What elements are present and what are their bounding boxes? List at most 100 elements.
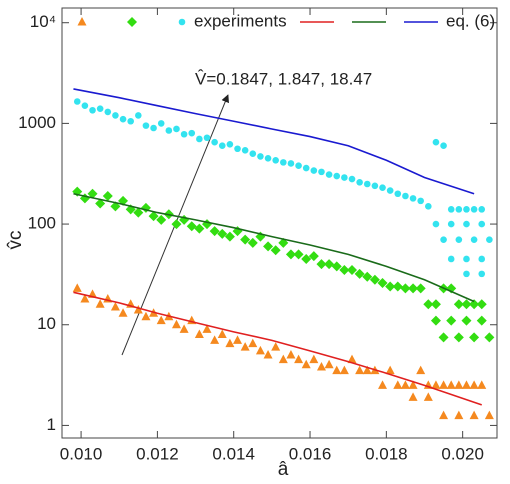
diamond-point <box>430 299 441 310</box>
triangle-point <box>194 329 204 339</box>
circle-point <box>272 156 279 164</box>
triangle-point <box>118 308 128 317</box>
legend-marker <box>178 18 186 26</box>
x-tick-label: 0.016 <box>289 444 332 463</box>
triangle-point <box>156 315 166 325</box>
diamond-point <box>347 264 357 275</box>
circle-point <box>440 236 447 243</box>
diamond-point <box>240 234 251 245</box>
diamond-point <box>217 228 228 239</box>
triangle-point <box>332 365 342 375</box>
circle-point <box>386 187 394 194</box>
circle-point <box>470 236 478 243</box>
diamond-point <box>461 299 472 310</box>
triangle-point <box>255 345 265 355</box>
triangle-point <box>233 335 243 344</box>
diamond-point <box>148 211 159 222</box>
triangle-point <box>95 299 105 308</box>
circle-point <box>409 195 417 202</box>
triangle-point <box>210 335 220 344</box>
x-tick-label: 0.010 <box>60 444 103 463</box>
diamond-point <box>133 207 144 218</box>
circle-point <box>135 112 142 119</box>
triangle-point <box>133 305 143 314</box>
triangle-point <box>469 380 479 389</box>
x-axis-label: â <box>278 459 289 480</box>
triangle-point <box>202 324 212 333</box>
diamond-point <box>392 281 403 292</box>
triangle-point <box>271 342 281 351</box>
legend-marker <box>77 17 87 26</box>
diamond-point <box>438 332 449 343</box>
diamond-point <box>377 277 388 288</box>
diamond-point <box>324 259 335 270</box>
triangle-point <box>225 338 235 348</box>
circle-point <box>73 98 81 105</box>
triangle-point <box>171 319 181 329</box>
circle-point <box>218 142 226 150</box>
circle-point <box>478 255 486 263</box>
diamond-point <box>400 283 411 294</box>
diamond-point <box>316 259 327 270</box>
diamond-point <box>171 219 182 230</box>
circle-point <box>417 197 424 205</box>
diamond-point <box>469 332 480 343</box>
triangle-point <box>316 362 326 371</box>
x-tick-label: 0.020 <box>441 444 484 463</box>
diamond-point <box>453 299 464 310</box>
circle-point <box>302 164 310 172</box>
diamond-point <box>156 214 167 225</box>
triangle-point <box>309 354 319 364</box>
triangle-point <box>469 410 479 420</box>
triangle-point <box>141 311 151 321</box>
triangle-point <box>278 354 288 364</box>
diamond-point <box>224 231 235 242</box>
diamond-point <box>339 264 350 275</box>
triangle-point <box>248 338 258 348</box>
circle-point <box>478 270 486 278</box>
circle-point <box>180 130 188 138</box>
circle-point <box>203 134 211 142</box>
triangle-point <box>393 380 403 389</box>
circle-point <box>226 140 234 148</box>
diamond-point <box>469 299 480 310</box>
circle-point <box>478 220 486 228</box>
diamond-point <box>270 245 281 256</box>
diamond-point <box>484 332 495 343</box>
circle-point <box>295 162 302 169</box>
circle-point <box>142 122 150 129</box>
circle-point <box>402 192 409 200</box>
y-axis-label: v̂c <box>5 231 26 250</box>
circle-point <box>264 155 272 162</box>
triangle-point <box>454 410 464 420</box>
triangle-point <box>179 324 189 333</box>
circle-point <box>157 120 165 127</box>
circle-point <box>119 115 127 123</box>
circle-point <box>447 255 455 263</box>
diamond-point <box>453 332 464 343</box>
circle-point <box>394 190 402 198</box>
legend-label: experiments <box>194 11 287 30</box>
y-tick-label: 10 <box>37 314 56 333</box>
y-tick-label: 1 <box>47 415 56 434</box>
diamond-point <box>209 226 220 237</box>
y-tick-label: 1000 <box>18 113 56 132</box>
circle-point <box>310 167 318 174</box>
circle-point <box>318 168 325 176</box>
circle-point <box>463 255 470 263</box>
circle-point <box>196 135 203 143</box>
diamond-point <box>446 315 457 326</box>
circle-point <box>478 206 486 213</box>
x-tick-label: 0.018 <box>365 444 408 463</box>
triangle-point <box>439 380 449 389</box>
circle-point <box>432 220 440 228</box>
annotation: V̂=0.1847, 1.847, 18.47 <box>195 69 372 89</box>
triangle-point <box>110 302 120 311</box>
circle-point <box>89 106 96 114</box>
diamond-point <box>408 283 419 294</box>
model-line <box>73 291 482 406</box>
diamond-point <box>95 198 106 209</box>
circle-point <box>463 270 470 278</box>
y-tick-label: 10⁴ <box>30 12 56 31</box>
